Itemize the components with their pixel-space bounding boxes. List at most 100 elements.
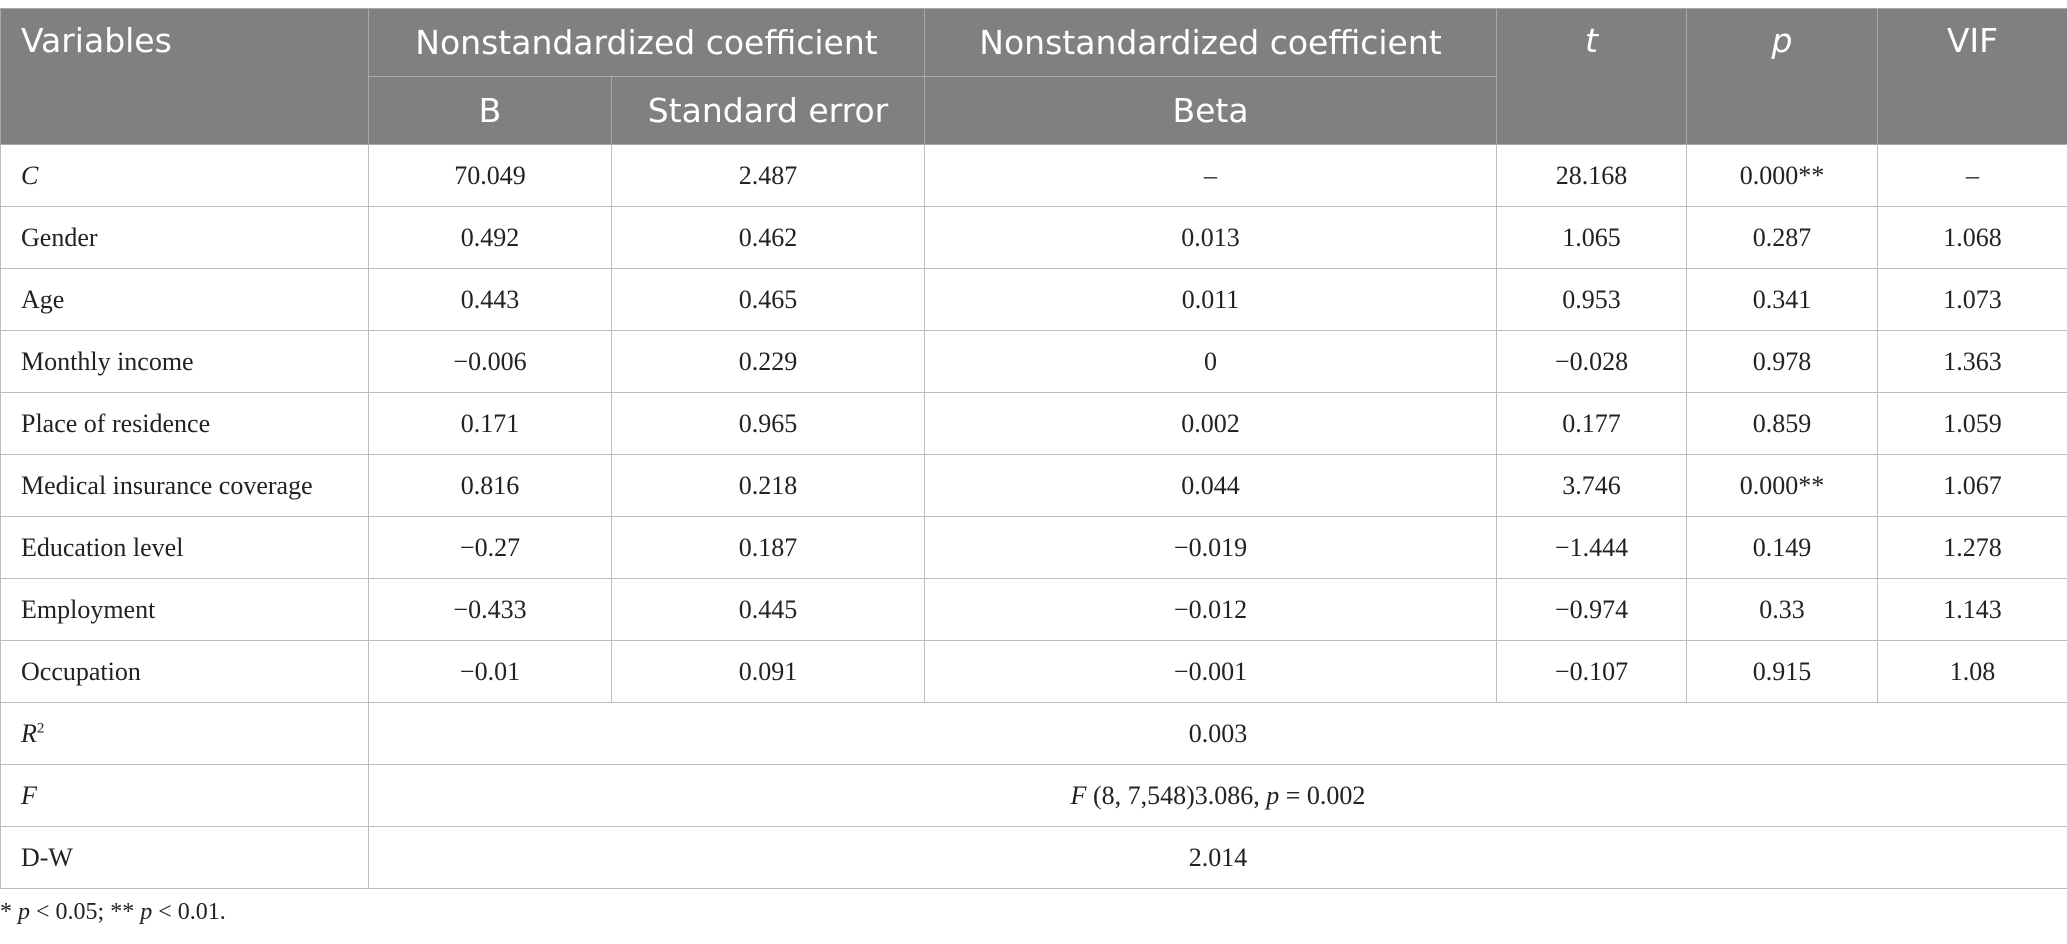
table-row: Education level −0.27 0.187 −0.019 −1.44… [0,516,2067,579]
header-vif: VIF [1877,8,2067,145]
table-row: Age 0.443 0.465 0.011 0.953 0.341 1.073 [0,268,2067,331]
cell-vif: – [1877,144,2067,207]
cell-vif: 1.073 [1877,268,2067,331]
cell-p: 0.149 [1686,516,1878,579]
table-row: C 70.049 2.487 – 28.168 0.000** – [0,144,2067,207]
cell-variable: C [0,144,369,207]
header-standard-error: Standard error [611,76,925,145]
summary-label-r-squared: R2 [0,702,369,765]
cell-standard-error: 0.218 [611,454,925,517]
cell-standard-error: 0.187 [611,516,925,579]
cell-b: 70.049 [368,144,612,207]
cell-beta: 0.013 [924,206,1497,269]
cell-vif: 1.067 [1877,454,2067,517]
cell-p: 0.341 [1686,268,1878,331]
cell-beta: 0.002 [924,392,1497,455]
cell-variable: Place of residence [0,392,369,455]
cell-b: 0.443 [368,268,612,331]
summary-row-r-squared: R2 0.003 [0,702,2067,765]
cell-vif: 1.059 [1877,392,2067,455]
cell-vif: 1.068 [1877,206,2067,269]
footnote-part2: < 0.05; ** [30,899,141,925]
cell-b: 0.816 [368,454,612,517]
table-footnote: * p < 0.05; ** p < 0.01. [0,899,226,926]
cell-p: 0.000** [1686,454,1878,517]
cell-b: −0.433 [368,578,612,641]
summary-label-f: F [0,764,369,827]
summary-row-f: F F (8, 7,548)3.086, p = 0.002 [0,764,2067,827]
cell-beta: – [924,144,1497,207]
cell-variable: Age [0,268,369,331]
cell-b: 0.171 [368,392,612,455]
cell-beta: −0.019 [924,516,1497,579]
cell-variable: Employment [0,578,369,641]
cell-p: 0.33 [1686,578,1878,641]
cell-vif: 1.363 [1877,330,2067,393]
summary-value-dw: 2.014 [368,826,2067,889]
summary-value-f: F (8, 7,548)3.086, p = 0.002 [368,764,2067,827]
footnote-p1: p [18,899,30,925]
cell-beta: 0.044 [924,454,1497,517]
cell-t: 3.746 [1496,454,1687,517]
cell-b: −0.006 [368,330,612,393]
cell-t: −0.028 [1496,330,1687,393]
cell-vif: 1.143 [1877,578,2067,641]
summary-row-dw: D-W 2.014 [0,826,2067,889]
cell-variable: Education level [0,516,369,579]
cell-standard-error: 0.229 [611,330,925,393]
footnote-part3: < 0.01. [152,899,226,925]
cell-beta: 0 [924,330,1497,393]
f-args: (8, 7,548)3.086, [1086,780,1267,810]
cell-standard-error: 0.091 [611,640,925,703]
cell-p: 0.859 [1686,392,1878,455]
cell-standard-error: 0.465 [611,268,925,331]
f-p-value: = 0.002 [1279,780,1366,810]
header-variables: Variables [0,8,369,145]
f-p-symbol: p [1266,780,1280,810]
header-beta: Beta [924,76,1497,145]
header-p-text: p [1771,21,1793,60]
cell-t: −0.107 [1496,640,1687,703]
cell-t: 0.953 [1496,268,1687,331]
r-squared-superscript: 2 [36,719,45,736]
header-p: p [1686,8,1878,145]
cell-p: 0.287 [1686,206,1878,269]
cell-t: 28.168 [1496,144,1687,207]
cell-p: 0.915 [1686,640,1878,703]
cell-t: 1.065 [1496,206,1687,269]
header-t: t [1496,8,1687,145]
table-row: Employment −0.433 0.445 −0.012 −0.974 0.… [0,578,2067,641]
table-row: Place of residence 0.171 0.965 0.002 0.1… [0,392,2067,455]
cell-p: 0.000** [1686,144,1878,207]
cell-b: 0.492 [368,206,612,269]
cell-beta: −0.001 [924,640,1497,703]
table-body: C 70.049 2.487 – 28.168 0.000** – Gender… [0,144,2067,889]
f-symbol: F [1070,780,1087,810]
cell-beta: 0.011 [924,268,1497,331]
cell-p: 0.978 [1686,330,1878,393]
cell-t: −1.444 [1496,516,1687,579]
table-row: Gender 0.492 0.462 0.013 1.065 0.287 1.0… [0,206,2067,269]
cell-b: −0.27 [368,516,612,579]
summary-value-r-squared: 0.003 [368,702,2067,765]
cell-variable: Medical insurance coverage [0,454,369,517]
table-row: Monthly income −0.006 0.229 0 −0.028 0.9… [0,330,2067,393]
cell-beta: −0.012 [924,578,1497,641]
cell-variable: Gender [0,206,369,269]
cell-vif: 1.08 [1877,640,2067,703]
footnote-part1: * [0,899,18,925]
header-group-nonstandardized-2: Nonstandardized coefficient [924,8,1497,77]
cell-t: −0.974 [1496,578,1687,641]
cell-variable: Occupation [0,640,369,703]
cell-vif: 1.278 [1877,516,2067,579]
regression-table: Variables Nonstandardized coefficient No… [0,8,2067,889]
cell-t: 0.177 [1496,392,1687,455]
r-squared-base: R [21,718,37,748]
cell-standard-error: 0.965 [611,392,925,455]
cell-standard-error: 2.487 [611,144,925,207]
cell-b: −0.01 [368,640,612,703]
table-header: Variables Nonstandardized coefficient No… [0,8,2067,145]
header-t-text: t [1585,21,1598,60]
summary-label-dw: D-W [0,826,369,889]
table-row: Occupation −0.01 0.091 −0.001 −0.107 0.9… [0,640,2067,703]
